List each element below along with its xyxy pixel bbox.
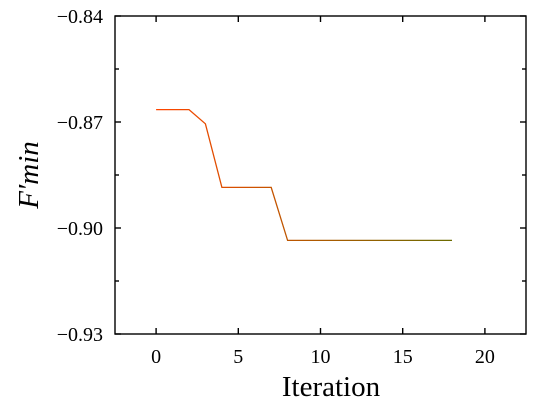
y-tick-label: −0.87 — [57, 112, 103, 134]
y-axis-title: F′min — [13, 141, 45, 210]
y-tick-label: −0.90 — [57, 218, 103, 240]
y-tick-label: −0.93 — [57, 324, 103, 346]
x-axis: 0 5 10 15 20 — [151, 16, 495, 368]
x-tick-label: 15 — [393, 346, 413, 368]
x-tick-label: 5 — [233, 346, 243, 368]
y-tick-label: −0.84 — [57, 6, 103, 28]
x-tick-label: 20 — [475, 346, 495, 368]
y-axis: −0.93 −0.90 −0.87 −0.84 — [57, 6, 526, 346]
x-tick-label: 0 — [151, 346, 161, 368]
series-line — [156, 108, 452, 242]
x-axis-title: Iteration — [282, 371, 381, 403]
series-group — [156, 108, 452, 242]
plot-frame — [114, 15, 527, 335]
x-tick-label: 10 — [311, 346, 331, 368]
